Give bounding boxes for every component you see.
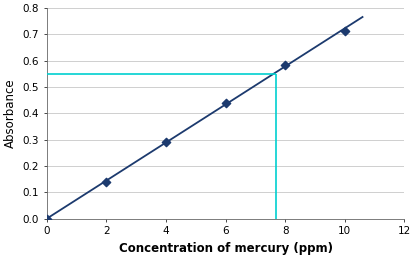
Y-axis label: Absorbance: Absorbance xyxy=(4,78,17,148)
Point xyxy=(282,63,288,67)
X-axis label: Concentration of mercury (ppm): Concentration of mercury (ppm) xyxy=(119,242,332,255)
Point xyxy=(44,217,50,221)
Point xyxy=(163,140,169,145)
Point xyxy=(222,101,229,105)
Point xyxy=(103,180,110,184)
Point xyxy=(341,28,348,33)
